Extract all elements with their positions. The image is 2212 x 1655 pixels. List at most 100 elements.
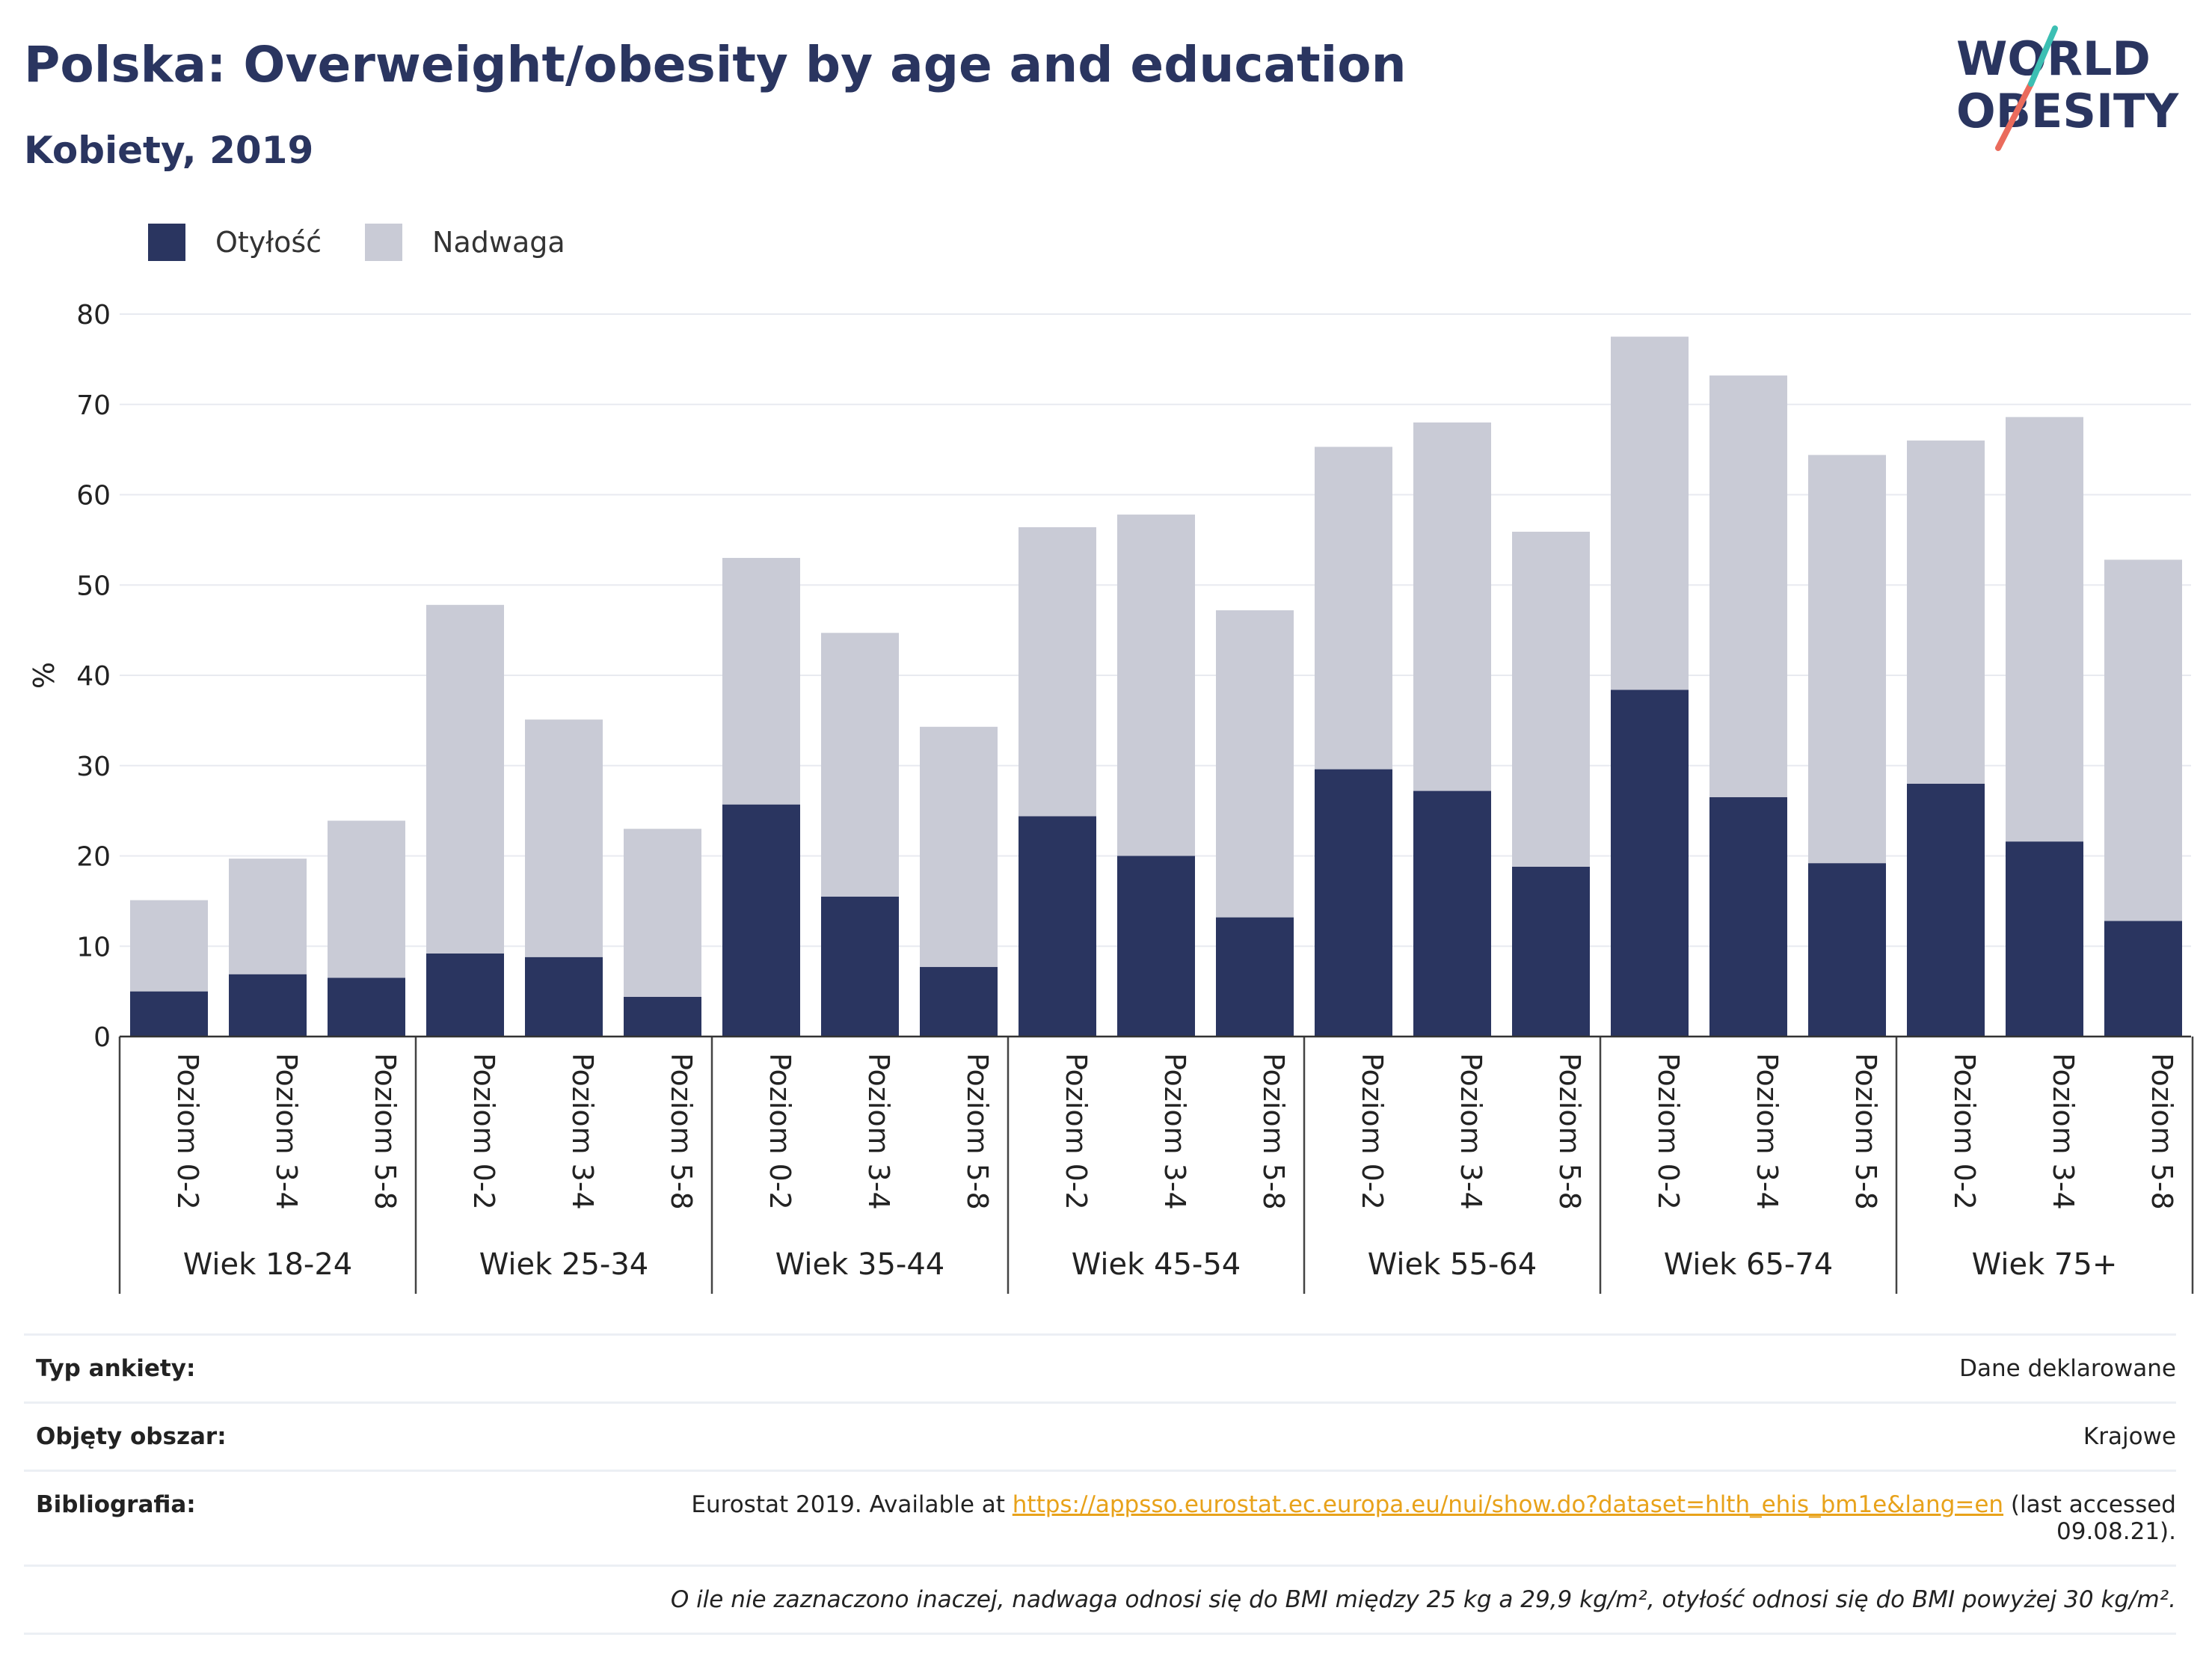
y-tick-label: 20 <box>76 842 111 873</box>
bibliography-value: Eurostat 2019. Available at https://apps… <box>681 1491 2176 1545</box>
y-tick-label: 60 <box>76 481 111 512</box>
y-tick-label: 80 <box>76 300 111 331</box>
logo-slash-teal <box>2028 25 2058 87</box>
bar-obesity-2 <box>328 977 405 1037</box>
y-tick-label: 40 <box>76 661 111 692</box>
bar-obesity-15 <box>1611 690 1689 1037</box>
bar-obesity-8 <box>920 967 998 1037</box>
bar-overweight-18 <box>1907 440 1985 784</box>
x-tick-label: Poziom 3-4 <box>1751 1053 1784 1210</box>
x-tick-label: Poziom 3-4 <box>1454 1053 1487 1210</box>
x-tick-label: Poziom 5-8 <box>1257 1053 1290 1210</box>
group-label: Wiek 65-74 <box>1664 1247 1834 1282</box>
bar-overweight-1 <box>229 859 307 974</box>
bar-obesity-11 <box>1216 917 1294 1037</box>
x-tick-label: Poziom 3-4 <box>862 1053 895 1210</box>
x-tick-label: Poziom 5-8 <box>665 1053 698 1210</box>
legend-label-overweight: Nadwaga <box>432 226 565 259</box>
bar-overweight-5 <box>624 829 701 997</box>
bar-obesity-18 <box>1907 783 1985 1037</box>
x-tick-label: Poziom 0-2 <box>1356 1053 1389 1210</box>
y-tick-label: 70 <box>76 390 111 421</box>
y-tick-label: 30 <box>76 752 111 782</box>
bar-overweight-3 <box>426 604 504 954</box>
info-row-note: O ile nie zaznaczono inaczej, nadwaga od… <box>24 1565 2176 1635</box>
bar-obesity-5 <box>624 996 701 1037</box>
x-tick-label: Poziom 3-4 <box>566 1053 599 1210</box>
group-label: Wiek 18-24 <box>183 1247 353 1282</box>
bar-obesity-3 <box>426 953 504 1037</box>
x-tick-label: Poziom 0-2 <box>1948 1053 1981 1210</box>
group-label: Wiek 45-54 <box>1072 1247 1241 1282</box>
bar-obesity-10 <box>1117 856 1195 1037</box>
bar-overweight-2 <box>328 820 405 978</box>
bibliography-suffix: (last accessed 09.08.21). <box>2003 1491 2176 1545</box>
x-tick-label: Poziom 0-2 <box>1060 1053 1093 1210</box>
bar-obesity-19 <box>2006 841 2083 1037</box>
survey-type-label: Typ ankiety: <box>36 1355 196 1382</box>
survey-type-value: Dane deklarowane <box>1959 1355 2176 1382</box>
info-table: Typ ankiety: Dane deklarowane Objęty obs… <box>24 1333 2176 1635</box>
bar-overweight-13 <box>1413 422 1491 791</box>
bar-overweight-6 <box>722 558 800 805</box>
x-tick-label: Poziom 0-2 <box>1652 1053 1685 1210</box>
bar-overweight-16 <box>1709 375 1787 798</box>
bar-obesity-9 <box>1019 816 1096 1037</box>
bar-overweight-14 <box>1512 532 1590 867</box>
y-tick-label: 10 <box>76 932 111 962</box>
y-tick-label: 50 <box>76 571 111 601</box>
legend-label-obesity: Otyłość <box>215 226 322 259</box>
info-row-survey: Typ ankiety: Dane deklarowane <box>24 1333 2176 1401</box>
bar-overweight-8 <box>920 726 998 968</box>
x-tick-label: Poziom 5-8 <box>961 1053 994 1210</box>
x-tick-label: Poziom 0-2 <box>764 1053 796 1210</box>
bar-obesity-12 <box>1315 769 1392 1037</box>
legend-swatch-overweight <box>365 224 403 261</box>
bar-overweight-12 <box>1315 446 1392 770</box>
bibliography-link[interactable]: https://appsso.eurostat.ec.europa.eu/nui… <box>1012 1491 2004 1518</box>
bar-obesity-6 <box>722 804 800 1037</box>
info-row-bibliography: Bibliografia: Eurostat 2019. Available a… <box>24 1470 2176 1565</box>
chart-title: Polska: Overweight/obesity by age and ed… <box>24 36 1407 93</box>
x-tick-label: Poziom 5-8 <box>369 1053 402 1210</box>
bar-overweight-0 <box>130 900 208 992</box>
bar-overweight-20 <box>2104 559 2182 921</box>
bar-overweight-4 <box>525 719 603 957</box>
bar-obesity-4 <box>525 957 603 1037</box>
chart-subtitle: Kobiety, 2019 <box>24 129 314 172</box>
x-tick-label: Poziom 0-2 <box>171 1053 204 1210</box>
x-tick-label: Poziom 3-4 <box>2047 1053 2080 1210</box>
bar-overweight-15 <box>1611 337 1689 690</box>
bar-obesity-7 <box>821 896 899 1037</box>
group-label: Wiek 35-44 <box>775 1247 945 1282</box>
bar-overweight-19 <box>2006 417 2083 842</box>
stacked-bar-chart: 0 10 20 30 40 50 60 70 80% Poziom 0-2 Poziom 3-4 Po… <box>28 300 2194 1294</box>
x-tick-label: Poziom 5-8 <box>1849 1053 1882 1210</box>
legend-item-overweight: Nadwaga <box>365 224 565 261</box>
chart-legend: Otyłość Nadwaga <box>148 223 609 262</box>
bar-obesity-16 <box>1709 797 1787 1037</box>
bibliography-label: Bibliografia: <box>36 1491 196 1518</box>
bar-obesity-0 <box>130 991 208 1037</box>
bar-overweight-9 <box>1019 526 1096 817</box>
bar-obesity-17 <box>1808 863 1886 1037</box>
x-tick-label: Poziom 0-2 <box>467 1053 500 1210</box>
group-label: Wiek 75+ <box>1972 1247 2118 1282</box>
bar-obesity-20 <box>2104 921 2182 1037</box>
bmi-note: O ile nie zaznaczono inaczej, nadwaga od… <box>670 1586 2176 1613</box>
bar-obesity-1 <box>229 974 307 1037</box>
group-label: Wiek 25-34 <box>479 1247 649 1282</box>
legend-item-obesity: Otyłość <box>148 224 322 261</box>
bar-overweight-11 <box>1216 610 1294 918</box>
bar-overweight-7 <box>821 633 899 897</box>
area-label: Objęty obszar: <box>36 1423 227 1450</box>
world-obesity-logo: WORLD OBESITY <box>1956 25 2179 151</box>
y-tick-label: 0 <box>93 1022 111 1053</box>
logo-slash-red <box>1995 81 2034 151</box>
bar-obesity-14 <box>1512 866 1590 1037</box>
x-tick-label: Poziom 5-8 <box>2145 1053 2178 1210</box>
x-tick-label: Poziom 3-4 <box>270 1053 303 1210</box>
logo-line1: WORLD <box>1956 31 2151 86</box>
logo-line2: OBESITY <box>1956 84 2179 138</box>
bibliography-prefix: Eurostat 2019. Available at <box>691 1491 1013 1518</box>
